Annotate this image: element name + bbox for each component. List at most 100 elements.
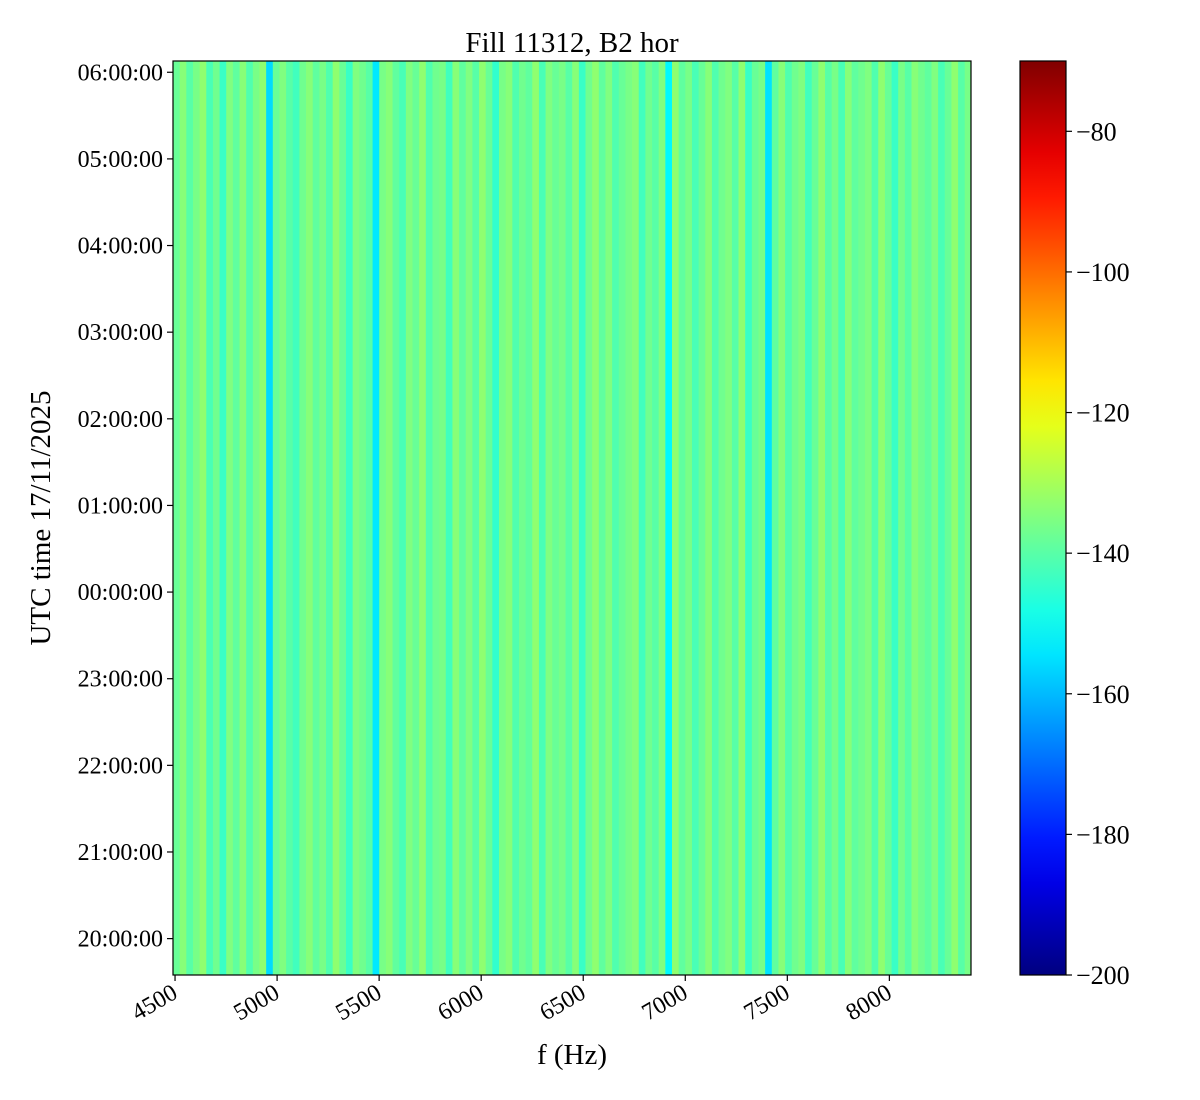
heatmap-column (532, 61, 540, 975)
heatmap-column (266, 61, 274, 975)
heatmap-column (326, 61, 334, 975)
y-tick-label: 02:00:00 (78, 407, 163, 433)
heatmap-column (745, 61, 753, 975)
y-tick-label: 01:00:00 (78, 493, 163, 519)
heatmap-column (412, 61, 420, 975)
y-tick-label: 20:00:00 (78, 927, 163, 953)
heatmap-column (858, 61, 866, 975)
heatmap-column (332, 61, 340, 975)
heatmap-column (339, 61, 347, 975)
heatmap-column (698, 61, 706, 975)
heatmap-column (452, 61, 460, 975)
heatmap-column (705, 61, 713, 975)
colorbar-tick-label: −80 (1076, 117, 1117, 146)
heatmap-column (279, 61, 287, 975)
heatmap-column (485, 61, 493, 975)
heatmap-column (592, 61, 600, 975)
heatmap-column (199, 61, 207, 975)
heatmap-column (911, 61, 919, 975)
colorbar-tick-label: −200 (1076, 961, 1130, 990)
heatmap-column (632, 61, 640, 975)
heatmap-column (691, 61, 700, 975)
heatmap-column (212, 61, 220, 975)
heatmap-column (618, 61, 626, 975)
heatmap-column (206, 61, 214, 975)
heatmap-column (379, 61, 387, 975)
heatmap-column (652, 61, 660, 975)
x-tick-label: 5500 (332, 980, 387, 1027)
y-axis-label: UTC time 17/11/2025 (25, 390, 57, 645)
heatmap-column (831, 61, 839, 975)
heatmap-column (246, 61, 254, 975)
heatmap-column (399, 61, 407, 975)
heatmap-column (838, 61, 846, 975)
heatmap-column (352, 61, 360, 975)
heatmap-column (924, 61, 932, 975)
colorbar-tick-label: −140 (1076, 539, 1130, 568)
heatmap-column (598, 61, 606, 975)
heatmap-column (672, 61, 680, 975)
heatmap-column (492, 61, 500, 975)
heatmap-column (239, 61, 247, 975)
heatmap-column (306, 61, 314, 975)
colorbar-ticks: −200 −180 −160 −140 −120 −100 −80 (1066, 117, 1130, 990)
colorbar (1019, 60, 1067, 976)
heatmap-column (226, 61, 234, 975)
heatmap-column (758, 61, 766, 975)
heatmap-column (738, 61, 746, 975)
heatmap-column (931, 61, 939, 975)
heatmap-column (319, 61, 327, 975)
heatmap-column (958, 61, 966, 975)
heatmap-column (518, 61, 527, 975)
heatmap-cells (173, 61, 972, 975)
x-tick-label: 7500 (740, 980, 795, 1027)
heatmap-column (725, 61, 733, 975)
y-tick-label: 23:00:00 (78, 667, 163, 693)
heatmap-column (785, 61, 793, 975)
heatmap-column (439, 61, 447, 975)
heatmap-column (385, 61, 393, 975)
heatmap-column (938, 61, 946, 975)
heatmap-column (638, 61, 646, 975)
heatmap-column (818, 61, 826, 975)
colorbar-tick-label: −120 (1076, 399, 1130, 428)
heatmap-column (472, 61, 480, 975)
heatmap-column (765, 61, 773, 975)
x-tick-label: 7000 (638, 980, 693, 1027)
chart-title: Fill 11312, B2 hor (465, 27, 679, 59)
heatmap-column (878, 61, 886, 975)
heatmap-column (678, 61, 686, 975)
heatmap-column (425, 61, 433, 975)
heatmap-column (292, 61, 300, 975)
heatmap-column (232, 61, 240, 975)
heatmap-column (538, 61, 546, 975)
heatmap-column (751, 61, 759, 975)
heatmap-column (512, 61, 520, 975)
heatmap-column (778, 61, 786, 975)
y-tick-label: 05:00:00 (78, 147, 163, 173)
heatmap-column (272, 61, 280, 975)
heatmap-column (252, 61, 260, 975)
heatmap-column (345, 61, 354, 975)
heatmap-column (884, 61, 892, 975)
heatmap-column (771, 61, 779, 975)
y-tick-label: 22:00:00 (78, 753, 163, 779)
heatmap-column (558, 61, 566, 975)
heatmap-column (605, 61, 613, 975)
heatmap-column (645, 61, 653, 975)
colorbar-tick-label: −100 (1076, 258, 1130, 287)
heatmap-column (259, 61, 267, 975)
heatmap-column (612, 61, 620, 975)
heatmap-column (918, 61, 926, 975)
heatmap-column (545, 61, 553, 975)
heatmap-column (299, 61, 307, 975)
heatmap-column (552, 61, 560, 975)
x-axis-label: f (Hz) (537, 1039, 607, 1071)
heatmap-column (219, 61, 227, 975)
heatmap-column (479, 61, 487, 975)
heatmap-column (844, 61, 853, 975)
heatmap-column (891, 61, 899, 975)
heatmap-column (465, 61, 473, 975)
y-tick-label: 21:00:00 (78, 840, 163, 866)
